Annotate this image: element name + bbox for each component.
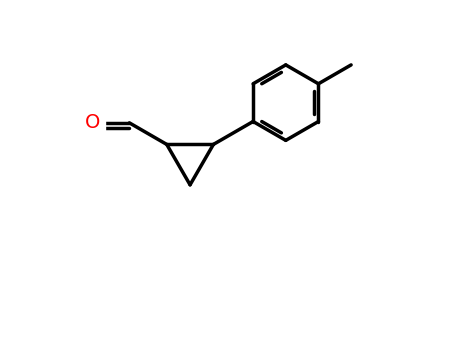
- Polygon shape: [81, 114, 105, 131]
- Text: O: O: [85, 113, 101, 132]
